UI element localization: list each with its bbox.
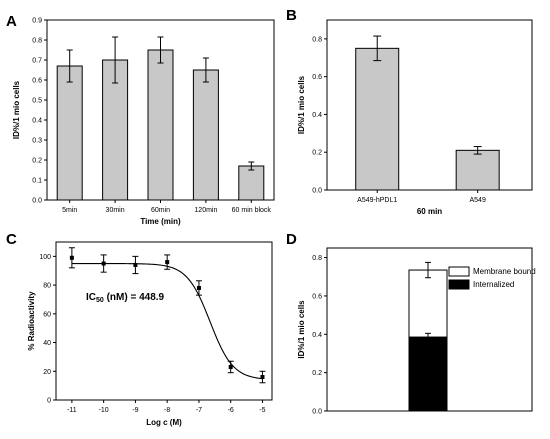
c-y-tick-label: 40 (43, 340, 51, 347)
b-y-tick-label: 0.6 (312, 74, 322, 81)
d-y-tick-label: 0.8 (312, 255, 322, 262)
c-ic50-value: (nM) = 448.9 (104, 292, 165, 303)
b-y-tick-label: 0.4 (312, 112, 322, 119)
panel-label-a: A (6, 13, 17, 30)
c-data-point (196, 285, 201, 290)
c-x-tick-label: -11 (67, 407, 77, 414)
d-y-tick-label: 0.6 (312, 293, 322, 300)
b-y-axis-title: ID%/1 mio cells (297, 75, 306, 134)
panel-label-c: C (6, 231, 17, 248)
c-ic50-subscript: 50 (96, 297, 104, 304)
b-x-tick-label: A549-hPDL1 (357, 197, 397, 204)
a-x-tick-label: 5min (62, 207, 77, 214)
b-plot-frame (326, 19, 533, 191)
d-bar-internalized (408, 336, 448, 412)
c-data-point (228, 364, 233, 369)
panel-label-d: D (286, 231, 297, 248)
b-bar (355, 47, 400, 191)
b-x-tick-label: A549 (469, 197, 485, 204)
panel-label-b: B (286, 7, 297, 24)
chart-d: 0.0 0.2 0.4 0.6 0.8 Membrane bound Internalize… (297, 247, 536, 416)
c-plot-frame (55, 241, 273, 401)
a-x-tick-label: 120min (194, 207, 217, 214)
a-bar (56, 65, 83, 201)
c-x-tick-label: -9 (132, 407, 138, 414)
c-data-point (101, 261, 106, 266)
c-data-point (165, 260, 170, 265)
a-x-axis-title: Time (min) (140, 217, 181, 226)
d-legend-label-internalized: Internalized (473, 280, 514, 289)
a-y-tick-label: 0.2 (32, 158, 42, 165)
a-y-tick-label: 0.7 (32, 58, 42, 65)
a-bar (238, 165, 265, 201)
b-bar (455, 149, 500, 191)
a-y-axis-title: ID%/1 mio cells (12, 80, 21, 139)
c-data-point (69, 255, 74, 260)
c-ic50-prefix: IC (86, 292, 96, 303)
a-y-tick-label: 0.8 (32, 38, 42, 45)
a-y-tick-label: 0.5 (32, 98, 42, 105)
d-legend-label-membrane-bound: Membrane bound (473, 267, 536, 276)
a-y-tick-label: 0.4 (32, 118, 42, 125)
d-legend-swatch-internalized (448, 279, 470, 290)
chart-a: 0.0 0.1 0.2 0.3 0.4 0.5 0.6 0.7 0.8 0.9 5min 30min 6… (12, 18, 275, 226)
b-y-tick-label: 0.0 (312, 188, 322, 195)
b-y-tick-label: 0.8 (312, 36, 322, 43)
d-bar-membrane-bound (408, 269, 448, 338)
a-y-tick-label: 0.6 (32, 78, 42, 85)
d-y-axis-title: ID%/1 mio cells (297, 300, 306, 359)
a-y-tick-label: 0.1 (32, 178, 42, 185)
c-y-tick-label: 0 (47, 398, 51, 405)
c-x-axis-title: Log c (M) (146, 418, 182, 427)
d-y-tick-label: 0.2 (312, 370, 322, 377)
a-bar (192, 69, 219, 201)
d-y-tick-label: 0.0 (312, 409, 322, 416)
c-x-tick-label: -8 (164, 407, 170, 414)
a-x-tick-label: 60min (151, 207, 170, 214)
c-y-tick-label: 80 (43, 283, 51, 290)
c-ic50-annotation: IC50 (nM) = 448.9 (86, 292, 165, 304)
a-bar (147, 49, 174, 201)
c-data-point (260, 375, 265, 380)
b-y-tick-label: 0.2 (312, 150, 322, 157)
c-data-point (133, 262, 138, 267)
a-y-tick-label: 0.9 (32, 18, 42, 25)
c-x-tick-label: -5 (259, 407, 265, 414)
b-x-axis-title: 60 min (417, 207, 442, 216)
c-fit-curve (71, 263, 263, 380)
a-x-tick-label: 30min (106, 207, 125, 214)
chart-c: 0 20 40 60 80 100 -11 -10 -9 -8 -7 -6 -5 IC50 (nM) = … (27, 241, 273, 427)
a-x-tick-label: 60 min block (232, 207, 272, 214)
c-x-tick-label: -6 (228, 407, 234, 414)
d-legend-swatch-membrane-bound (448, 266, 470, 277)
c-y-tick-label: 60 (43, 311, 51, 318)
c-y-tick-label: 100 (39, 254, 51, 261)
a-y-tick-label: 0.0 (32, 198, 42, 205)
c-x-tick-label: -10 (99, 407, 109, 414)
c-y-axis-title: % Radioactivity (27, 291, 36, 351)
chart-b: 0.0 0.2 0.4 0.6 0.8 A549-hPDL1 A549 60 min ID%/1… (297, 19, 533, 216)
d-legend: Membrane bound Internalized (448, 266, 536, 290)
c-x-tick-label: -7 (196, 407, 202, 414)
d-y-tick-label: 0.4 (312, 332, 322, 339)
c-y-tick-label: 20 (43, 369, 51, 376)
a-y-tick-label: 0.3 (32, 138, 42, 145)
